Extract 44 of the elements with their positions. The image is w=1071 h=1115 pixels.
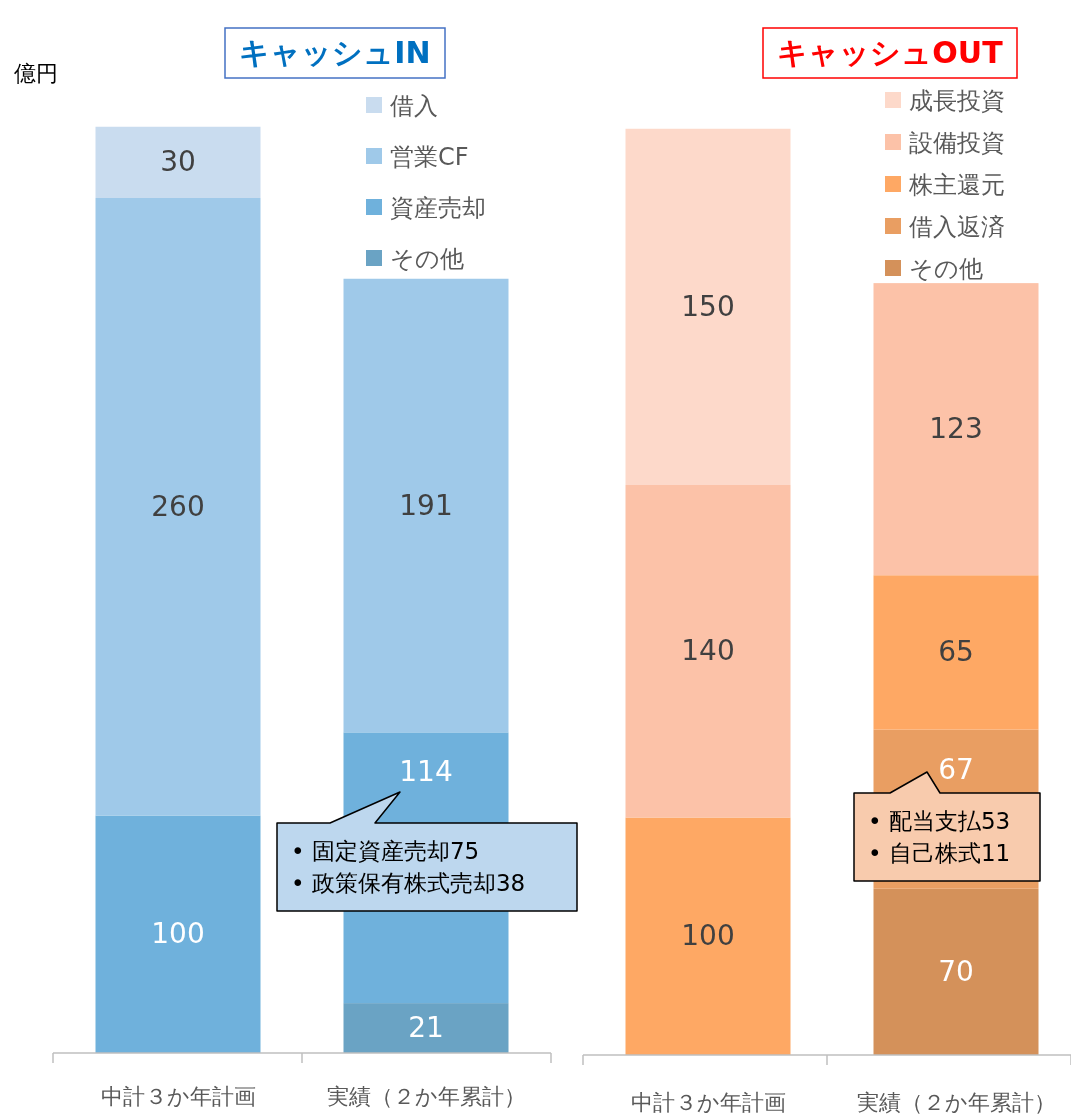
data-label: 150 <box>681 289 735 323</box>
data-label: 65 <box>938 635 974 669</box>
bar <box>95 126 261 198</box>
bar <box>625 817 791 1055</box>
data-label: 100 <box>681 919 735 953</box>
x-tick-label: 実績（２か年累計） <box>856 1090 1056 1115</box>
legend-label: 設備投資 <box>909 129 1005 157</box>
annotation: • 配当支払53 <box>868 808 1011 834</box>
bar <box>873 283 1039 576</box>
data-label: 30 <box>160 145 196 179</box>
annotation: • 政策保有株式売却38 <box>291 870 526 896</box>
x-tick-label: 中計３か年計画 <box>100 1084 256 1109</box>
legend-label: その他 <box>909 255 983 283</box>
data-label: 140 <box>681 634 735 668</box>
bar <box>95 198 261 816</box>
chart-title: キャッシュIN <box>239 35 431 70</box>
y-axis-title: 億円 <box>14 61 58 86</box>
legend-label: 営業CF <box>390 143 469 171</box>
data-label: 260 <box>151 489 205 523</box>
legend-label: 資産売却 <box>390 194 486 222</box>
legend-label: 借入返済 <box>909 213 1005 241</box>
bar <box>343 278 509 733</box>
bar <box>343 1003 509 1053</box>
legend-label: その他 <box>390 245 464 273</box>
data-label: 21 <box>408 1011 444 1045</box>
x-tick-label: 実績（２か年累計） <box>326 1084 526 1109</box>
legend-label: 株主還元 <box>908 171 1005 199</box>
legend-label: 成長投資 <box>909 87 1005 115</box>
data-label: 100 <box>151 917 205 951</box>
annotation: • 自己株式11 <box>868 840 1011 866</box>
data-label: 191 <box>399 488 453 522</box>
data-label: 70 <box>938 954 974 988</box>
legend-label: 借入 <box>390 92 438 120</box>
bar <box>625 485 791 818</box>
data-label: 67 <box>938 752 974 786</box>
x-tick-label: 中計３か年計画 <box>630 1090 786 1115</box>
bar <box>95 815 261 1053</box>
bar <box>873 575 1039 730</box>
chart-title: キャッシュOUT <box>777 35 1004 70</box>
annotation: • 固定資産売却75 <box>291 838 480 864</box>
data-label: 114 <box>399 755 453 789</box>
bar <box>625 128 791 485</box>
data-label: 123 <box>929 412 983 446</box>
bar <box>873 888 1039 1055</box>
